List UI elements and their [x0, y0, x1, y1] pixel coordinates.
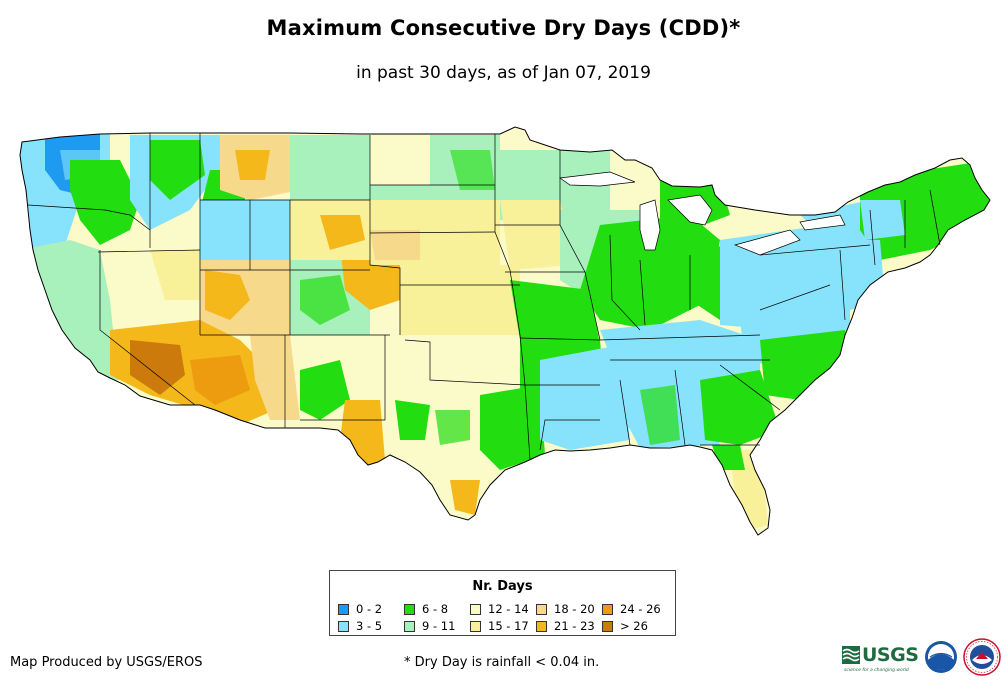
legend-swatch [470, 603, 481, 615]
legend-swatch [338, 620, 349, 632]
great-lakes [559, 171, 846, 256]
legend-item: 12 - 14 [470, 601, 536, 617]
legend-label: > 26 [620, 619, 648, 633]
legend-label: 9 - 11 [422, 619, 456, 633]
legend-label: 0 - 2 [356, 602, 383, 616]
legend-label: 15 - 17 [488, 619, 529, 633]
usgs-tagline: science for a changing world [844, 668, 909, 673]
legend-swatch [602, 620, 613, 632]
legend-swatch [404, 603, 415, 615]
legend-swatch [602, 603, 613, 615]
usgs-logo: USGS [842, 644, 919, 666]
state-boundaries [19, 126, 991, 536]
legend-item: 21 - 23 [536, 618, 602, 634]
legend-item: 9 - 11 [404, 618, 470, 634]
legend-title: Nr. Days [472, 579, 533, 594]
noaa-logo-icon [925, 641, 957, 673]
agency-logos: USGS science for a changing world [842, 638, 1007, 678]
legend-grid: 0 - 2 6 - 8 12 - 14 18 - 20 24 - 26 3 - … [338, 601, 668, 634]
legend-item: 3 - 5 [338, 618, 404, 634]
legend-swatch [470, 620, 481, 632]
legend-item: 15 - 17 [470, 618, 536, 634]
legend-swatch [536, 603, 547, 615]
legend-label: 21 - 23 [554, 619, 595, 633]
legend-label: 6 - 8 [422, 602, 449, 616]
legend-item: > 26 [602, 618, 668, 634]
legend-swatch [404, 620, 415, 632]
legend-label: 12 - 14 [488, 602, 529, 616]
legend-item: 18 - 20 [536, 601, 602, 617]
usgs-waves-icon [842, 646, 860, 664]
legend-label: 24 - 26 [620, 602, 661, 616]
legend-item: 6 - 8 [404, 601, 470, 617]
usgs-logo-text: USGS [862, 644, 919, 666]
map-credit: Map Produced by USGS/EROS [10, 655, 203, 670]
dry-day-footnote: * Dry Day is rainfall < 0.04 in. [404, 655, 600, 670]
legend-swatch [536, 620, 547, 632]
legend: Nr. Days 0 - 2 6 - 8 12 - 14 18 - 20 24 … [329, 570, 676, 636]
legend-item: 24 - 26 [602, 601, 668, 617]
legend-label: 18 - 20 [554, 602, 595, 616]
legend-item: 0 - 2 [338, 601, 404, 617]
map-subtitle: in past 30 days, as of Jan 07, 2019 [356, 63, 651, 83]
map-title: Maximum Consecutive Dry Days (CDD)* [266, 16, 741, 40]
nws-logo-icon [963, 638, 1001, 676]
legend-label: 3 - 5 [356, 619, 383, 633]
legend-swatch [338, 603, 349, 615]
